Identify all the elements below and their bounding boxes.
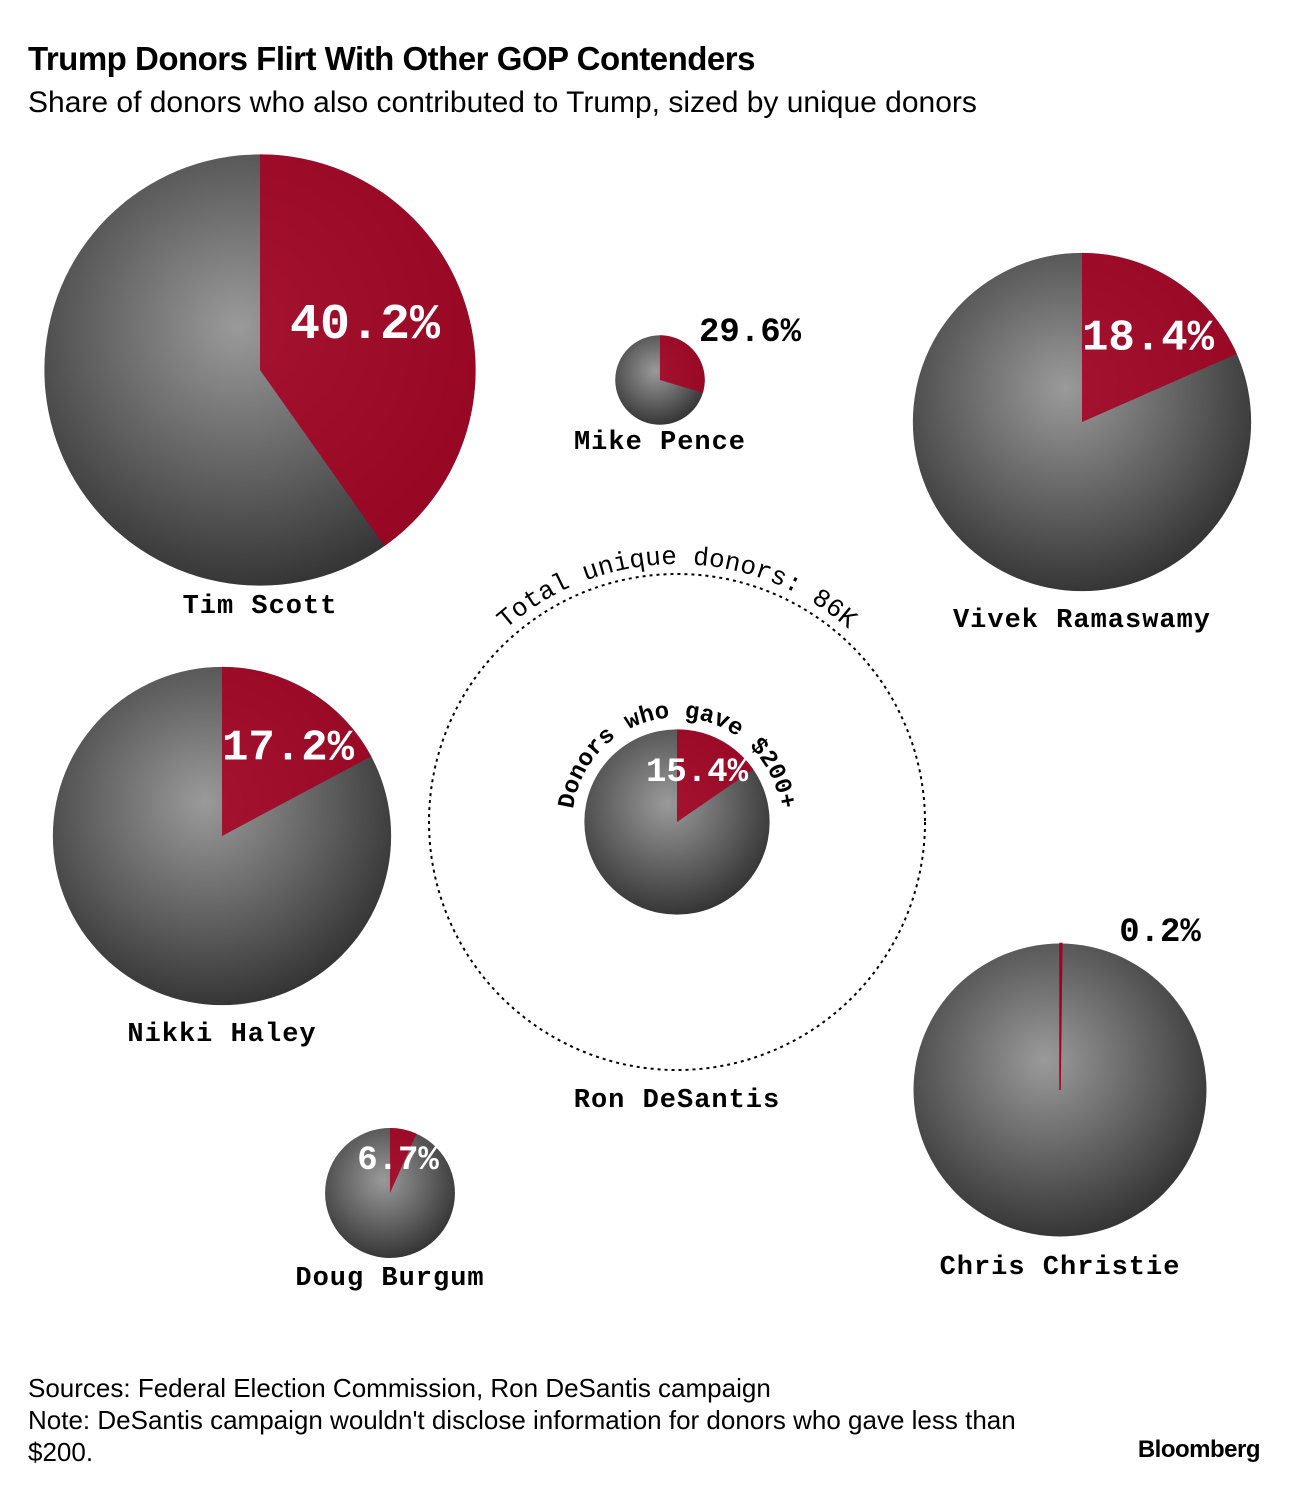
credit: Bloomberg: [1137, 1436, 1261, 1463]
share-wedge: [660, 335, 705, 393]
share-wedge: [677, 729, 754, 822]
candidate-name: Ron DeSantis: [574, 1086, 780, 1116]
chart-title: Trump Donors Flirt With Other GOP Conten…: [28, 40, 755, 77]
ring-label: Total unique donors: 86K: [491, 542, 862, 636]
share-wedge: [1059, 942, 1063, 1091]
share-wedge: [260, 154, 476, 547]
chart-subtitle: Share of donors who also contributed to …: [28, 86, 977, 119]
value-label: 6.7%: [357, 1142, 439, 1180]
total-ring: [428, 573, 926, 1071]
source: Sources: Federal Election Commission, Ro…: [28, 1373, 771, 1403]
candidate-name: Chris Christie: [940, 1253, 1181, 1283]
note: Note: DeSantis campaign wouldn't disclos…: [28, 1405, 1016, 1467]
candidate-name: Doug Burgum: [295, 1264, 484, 1294]
share-wedge: [222, 666, 372, 836]
candidate-name: Nikki Haley: [127, 1020, 316, 1050]
value-label: 15.4%: [646, 754, 749, 792]
footer: Sources: Federal Election Commission, Ro…: [28, 1372, 1028, 1468]
value-label: 18.4%: [1082, 314, 1215, 364]
value-label: 0.2%: [1119, 914, 1201, 952]
value-label: 17.2%: [222, 724, 355, 774]
candidate-name: Mike Pence: [574, 428, 746, 458]
value-label: 29.6%: [699, 314, 802, 352]
share-wedge: [390, 1128, 417, 1193]
candidate-name: Vivek Ramaswamy: [953, 606, 1211, 636]
candidate-name: Tim Scott: [183, 592, 338, 622]
ring-label-text: Total unique donors: 86K: [491, 542, 862, 636]
share-wedge: [1082, 252, 1237, 422]
value-label: 40.2%: [290, 297, 441, 354]
